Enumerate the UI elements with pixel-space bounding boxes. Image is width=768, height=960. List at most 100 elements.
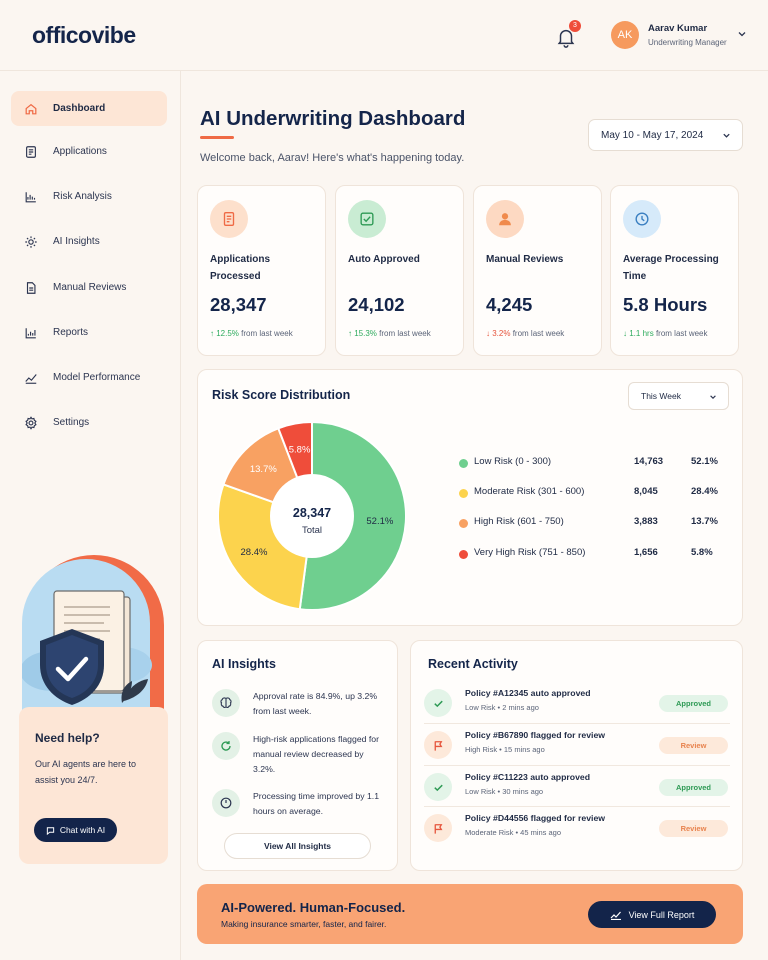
status-badge: Approved (659, 695, 728, 712)
sidebar-item-applications[interactable]: Applications (11, 134, 167, 169)
ai-insights-title: AI Insights (212, 657, 276, 671)
divider (424, 765, 730, 766)
help-text: Our AI agents are here to assist you 24/… (35, 759, 137, 785)
clock-icon (623, 200, 661, 238)
sidebar-item-label: Model Performance (53, 372, 141, 383)
sidebar-divider (180, 70, 181, 960)
legend-item-low: Low Risk (0 - 300) 14,763 52.1% (459, 455, 724, 471)
brain-icon (212, 689, 240, 717)
notification-badge: 3 (569, 20, 581, 32)
bar-chart-icon (25, 327, 36, 338)
user-name[interactable]: Aarav Kumar (648, 23, 708, 34)
period-dropdown[interactable]: This Week (628, 382, 729, 410)
view-full-report-button[interactable]: View Full Report (588, 901, 716, 928)
recent-activity-title: Recent Activity (428, 657, 518, 671)
document-icon (210, 200, 248, 238)
legend-item-moderate: Moderate Risk (301 - 600) 8,045 28.4% (459, 485, 724, 501)
stat-value: 4,245 (486, 294, 533, 315)
activity-row[interactable]: Policy #B67890 flagged for review High R… (424, 729, 730, 765)
welcome-text: Welcome back, Aarav! Here's what's happe… (200, 152, 465, 164)
legend-swatch (459, 519, 468, 528)
stat-change: ↓ 3.2% from last week (486, 329, 565, 338)
stat-change: ↑ 12.5% from last week (210, 329, 293, 338)
stat-label: Average Processing Time (623, 254, 719, 282)
chat-with-ai-button[interactable]: Chat with AI (34, 818, 117, 842)
sidebar-item-reports[interactable]: Reports (11, 315, 167, 350)
stat-change: ↑ 15.3% from last week (348, 329, 431, 338)
ai-insight-text: High-risk applications flagged for manua… (253, 734, 380, 774)
banner-title: AI-Powered. Human-Focused. (221, 900, 406, 915)
flag-icon (424, 814, 452, 842)
stat-card-auto-approved[interactable]: Auto Approved 24,102 ↑ 15.3% from last w… (335, 185, 464, 356)
legend-label: Very High Risk (751 - 850) (474, 547, 586, 558)
activity-row[interactable]: Policy #C11223 auto approved Low Risk • … (424, 771, 730, 807)
sidebar-item-label: Reports (53, 327, 89, 338)
status-badge: Review (659, 820, 728, 837)
status-badge: Review (659, 737, 728, 754)
risk-title: Risk Score Distribution (212, 388, 351, 402)
activity-row[interactable]: Policy #A12345 auto approved Low Risk • … (424, 687, 730, 723)
risk-donut-chart: 28,347 Total 52.1% 28.4% 13.7% 5.8% (218, 422, 406, 610)
document-icon (26, 145, 36, 158)
activity-meta: Low Risk • 2 mins ago (465, 703, 539, 712)
legend-percent: 13.7% (691, 516, 718, 527)
stat-card-processing-time[interactable]: Average Processing Time 5.8 Hours ↓ 1.1 … (610, 185, 739, 356)
stat-card-applications[interactable]: Applications Processed 28,347 ↑ 12.5% fr… (197, 185, 326, 356)
check-icon (424, 689, 452, 717)
donut-label-high: 13.7% (250, 464, 277, 475)
legend-percent: 5.8% (691, 547, 713, 558)
timer-icon (212, 789, 240, 817)
activity-title: Policy #C11223 auto approved (465, 772, 591, 782)
stat-label: Auto Approved (348, 254, 420, 265)
sparkle-icon (25, 235, 37, 248)
header-divider (0, 70, 768, 71)
sidebar-item-settings[interactable]: Settings (11, 405, 167, 440)
status-badge: Approved (659, 779, 728, 796)
stat-change: ↓ 1.1 hrs from last week (623, 329, 708, 338)
sidebar-item-label: Risk Analysis (53, 191, 112, 202)
sidebar-item-model-performance[interactable]: Model Performance (11, 360, 167, 395)
activity-title: Policy #B67890 flagged for review (465, 730, 606, 740)
stat-card-manual-reviews[interactable]: Manual Reviews 4,245 ↓ 3.2% from last we… (473, 185, 602, 356)
divider (424, 806, 730, 807)
check-icon (348, 200, 386, 238)
donut-label-moderate: 28.4% (241, 547, 268, 558)
legend-item-high: High Risk (601 - 750) 3,883 13.7% (459, 515, 724, 531)
chevron-down-icon (710, 395, 716, 399)
activity-meta: Moderate Risk • 45 mins ago (465, 828, 562, 837)
legend-count: 8,045 (634, 486, 658, 497)
legend-label: Moderate Risk (301 - 600) (474, 486, 585, 497)
legend-percent: 28.4% (691, 486, 718, 497)
logo[interactable]: officovibe (32, 22, 136, 48)
sidebar-item-risk-analysis[interactable]: Risk Analysis (11, 179, 167, 214)
report-button-label: View Full Report (628, 909, 695, 920)
sidebar-item-ai-insights[interactable]: AI Insights (11, 224, 167, 259)
legend-item-very-high: Very High Risk (751 - 850) 1,656 5.8% (459, 546, 724, 562)
sidebar-item-label: Applications (53, 146, 107, 157)
stat-value: 24,102 (348, 294, 405, 315)
activity-row[interactable]: Policy #D44556 flagged for review Modera… (424, 812, 730, 848)
date-range-picker[interactable]: May 10 - May 17, 2024 (588, 119, 743, 151)
document-icon (26, 281, 36, 294)
gear-icon (25, 415, 37, 430)
check-icon (424, 773, 452, 801)
legend-count: 14,763 (634, 456, 664, 467)
sidebar-item-manual-reviews[interactable]: Manual Reviews (11, 270, 167, 305)
activity-title: Policy #A12345 auto approved (465, 688, 591, 698)
sidebar-item-label: Manual Reviews (53, 282, 127, 293)
stat-value: 28,347 (210, 294, 267, 315)
flag-icon (424, 731, 452, 759)
sidebar-item-dashboard[interactable]: Dashboard (11, 91, 167, 126)
period-label: This Week (641, 391, 681, 401)
legend-percent: 52.1% (691, 456, 718, 467)
ai-insight-text: Approval rate is 84.9%, up 3.2% from las… (253, 691, 378, 716)
ai-insight-text: Processing time improved by 1.1 hours on… (253, 791, 380, 816)
legend-swatch (459, 459, 468, 468)
trend-icon (25, 373, 37, 384)
bell-icon[interactable] (555, 26, 577, 48)
chevron-down-icon[interactable] (737, 29, 747, 39)
avatar[interactable]: AK (611, 21, 639, 49)
view-all-insights-button[interactable]: View All Insights (224, 833, 371, 859)
legend-label: High Risk (601 - 750) (474, 516, 564, 527)
page-title: AI Underwriting Dashboard (200, 107, 466, 130)
